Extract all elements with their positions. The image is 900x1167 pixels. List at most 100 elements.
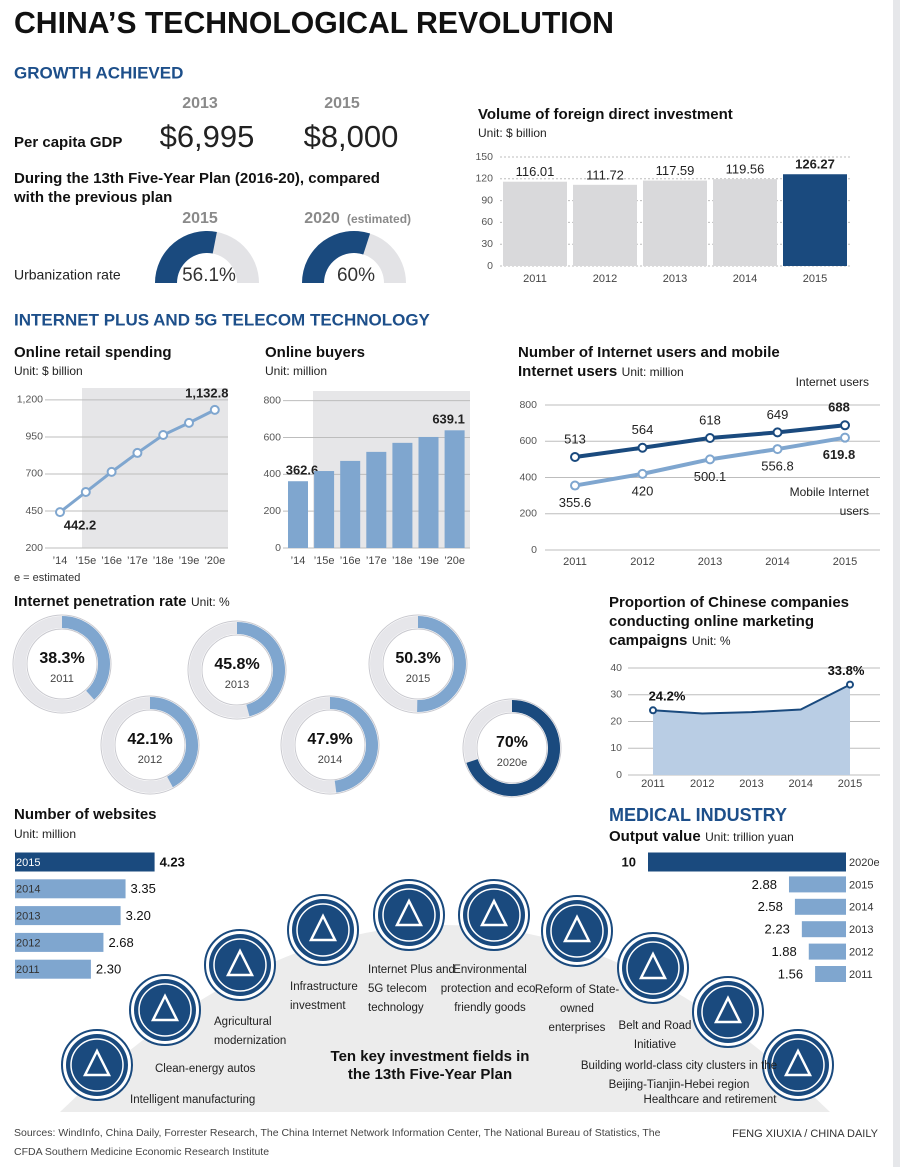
value-label: 639.1 <box>432 412 465 427</box>
label: Agricultural modernization <box>214 1016 287 1047</box>
x-tick-label: ’16e <box>101 555 122 567</box>
x-tick-label: 2011 <box>641 778 665 790</box>
category-label: 2013 <box>225 679 249 691</box>
gauge-fill <box>302 231 371 283</box>
label: Environmental protection and eco-friendl… <box>440 964 540 1014</box>
value-label: 24.2% <box>649 689 686 704</box>
x-tick-label: ’17e <box>127 555 148 567</box>
donut-hole <box>476 712 548 784</box>
y-tick-label: 0 <box>616 769 622 781</box>
value-label: 38.3% <box>39 650 84 667</box>
point <box>209 404 220 415</box>
unit-label: Unit: million <box>14 827 77 841</box>
category-label: 2014 <box>16 884 40 896</box>
value-label: 618 <box>699 412 721 427</box>
category-label: 2020e <box>849 857 880 869</box>
icon-disc <box>463 884 525 946</box>
label: Online retail spending <box>14 344 172 361</box>
icon-glyph <box>713 995 743 1024</box>
category-label: 2013 <box>16 911 40 923</box>
bar <box>815 966 846 982</box>
y-tick-label: 30 <box>610 689 622 701</box>
icon-glyph <box>225 948 255 977</box>
bar <box>648 852 846 872</box>
bar <box>288 481 308 548</box>
gauge-fill <box>155 230 217 283</box>
value-label: 513 <box>564 431 586 446</box>
y-tick-label: 600 <box>519 435 537 447</box>
x-tick-label: 2012 <box>690 778 714 790</box>
bar <box>418 436 439 548</box>
icon-ring <box>138 983 192 1037</box>
bar <box>573 184 637 266</box>
value-label: 10 <box>622 854 636 869</box>
x-tick-label: ’15e <box>75 555 96 567</box>
value-label: 2.68 <box>108 935 133 950</box>
field-label: Clean-energy autos <box>155 1059 265 1078</box>
category-label: 2012 <box>16 937 40 949</box>
donut-hole <box>382 628 454 700</box>
credit: FENG XIUXIA / CHINA DAILY <box>732 1128 879 1140</box>
value-label: 119.56 <box>726 162 765 177</box>
field-label: Infrastructure investment <box>290 977 368 1015</box>
category-label: 2011 <box>16 964 40 976</box>
value-label: 50.3% <box>395 650 440 667</box>
bar <box>340 460 361 548</box>
x-tick-label: 2014 <box>733 273 757 285</box>
y-tick-label: 800 <box>519 399 537 411</box>
donut-hole <box>201 634 273 706</box>
point <box>840 432 850 443</box>
field-label: Belt and Road Initiative <box>615 1016 695 1054</box>
x-tick-label: 2015 <box>833 556 857 568</box>
x-tick-label: 2012 <box>630 556 654 568</box>
icon-ring <box>382 888 436 942</box>
gauge-year: 2020 <box>304 210 340 227</box>
x-tick-label: 2013 <box>698 556 722 568</box>
x-tick-label: ’20e <box>444 555 465 567</box>
value-label: 619.8 <box>823 447 856 462</box>
y-tick-label: 400 <box>519 471 537 483</box>
gdp-value: $8,000 <box>304 119 399 154</box>
donut-arc <box>236 622 285 717</box>
point <box>55 507 65 518</box>
y-tick-label: 40 <box>610 662 622 674</box>
chart-title: Volume of foreign direct investment <box>478 106 858 125</box>
x-tick-label: ’19e <box>418 555 439 567</box>
point <box>570 452 580 463</box>
point <box>840 420 850 431</box>
section-title: INTERNET PLUS AND 5G TELECOM TECHNOLOGY <box>14 310 431 329</box>
y-tick-label: 90 <box>481 194 493 206</box>
x-tick-label: 2015 <box>803 273 827 285</box>
label: Infrastructure investment <box>290 981 358 1012</box>
estimate-shade <box>313 391 470 548</box>
value-label: 126.27 <box>795 157 835 172</box>
value-label: 355.6 <box>559 495 592 510</box>
bar <box>15 852 155 872</box>
x-tick-label: ’17e <box>366 555 387 567</box>
unit-label: Unit: million <box>621 364 684 379</box>
icon-glyph <box>783 1048 813 1077</box>
value-label: 116.01 <box>516 164 555 179</box>
icon-disc <box>209 934 271 996</box>
point <box>772 444 783 455</box>
value-label: 1.56 <box>778 966 803 981</box>
x-tick-label: ’19e <box>179 555 200 567</box>
x-tick-label: 2011 <box>523 273 547 285</box>
sources: Sources: WindInfo, China Daily, Forreste… <box>14 1123 674 1161</box>
value-label: 3.20 <box>126 908 151 923</box>
label: Clean-energy autos <box>155 1063 256 1075</box>
icon-ring <box>70 1038 124 1092</box>
field-label: Internet Plus and 5G telecom technology <box>368 960 463 1017</box>
bar <box>713 179 777 266</box>
icon-glyph <box>308 913 338 942</box>
icon-disc <box>697 981 759 1043</box>
unit-label: Unit: trillion yuan <box>705 830 794 844</box>
label: During the 13th Five-Year Plan (2016-20)… <box>14 170 380 206</box>
y-tick-label: 200 <box>519 508 537 520</box>
unit-label: Unit: $ billion <box>478 126 547 140</box>
y-tick-label: 0 <box>487 260 493 272</box>
value-label: 2.23 <box>765 922 790 937</box>
category-label: 2013 <box>849 924 873 936</box>
unit-label: Mobile Internet users <box>789 485 869 518</box>
donut-arc <box>329 697 378 793</box>
